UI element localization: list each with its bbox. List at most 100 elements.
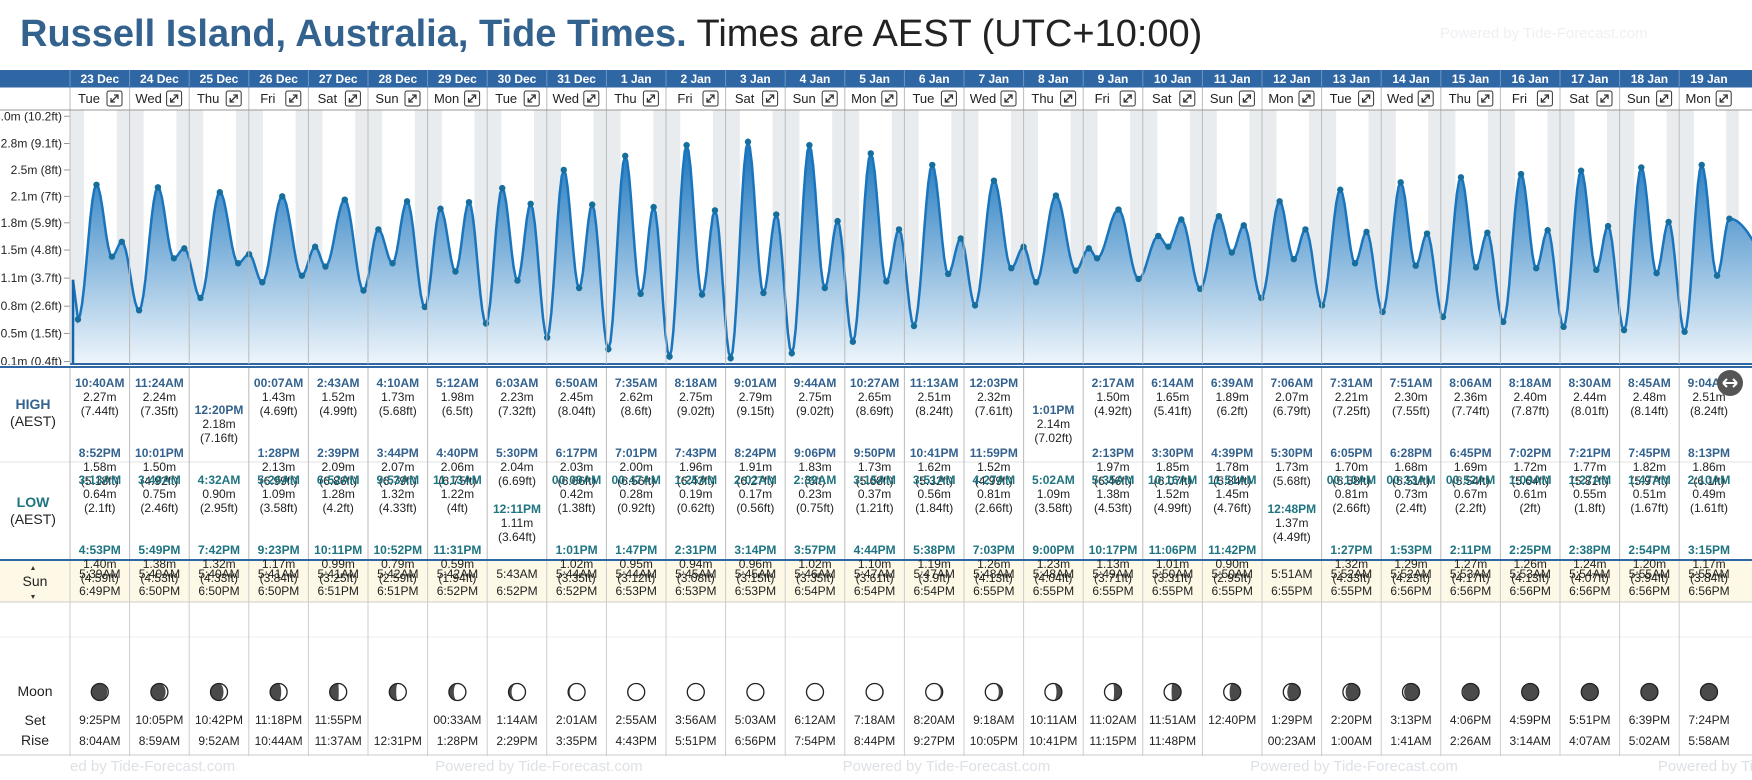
low-tide-height-m: 0.59m: [441, 557, 474, 571]
low-tide-height-m: 0.23m: [798, 487, 831, 501]
tide-area: [73, 141, 1752, 364]
high-tide-time: 4:10AM: [376, 376, 419, 390]
high-tide-time: 6:45PM: [1450, 446, 1492, 460]
high-tide-height-m: 1.73m: [381, 390, 414, 404]
expand-day-button[interactable]: [881, 90, 898, 107]
high-tide-height-ft: (6.07ft): [1154, 474, 1192, 488]
expand-day-button[interactable]: [1298, 90, 1315, 107]
low-tide-point: [1032, 279, 1040, 286]
sunset-time: 6:56PM: [1688, 584, 1729, 598]
high-tide-time: 6:03AM: [496, 376, 539, 390]
expand-icon: [1183, 94, 1192, 103]
expand-day-button[interactable]: [464, 90, 481, 107]
expand-day-button[interactable]: [1119, 90, 1136, 107]
day-column: 12 JanMon7:06AM2.07m(6.79ft)5:30PM1.73m(…: [1261, 70, 1316, 756]
high-tide-time: 6:50AM: [555, 376, 598, 390]
expand-day-button[interactable]: [642, 90, 659, 107]
low-tide-height-ft: (2.4ft): [1395, 501, 1426, 515]
day-date: 19 Jan: [1690, 72, 1727, 86]
high-tide-time: 2:13PM: [1092, 446, 1134, 460]
high-tide-point: [375, 226, 382, 233]
expand-icon: [467, 94, 477, 103]
expand-day-button[interactable]: [166, 90, 183, 107]
moonset-time: 11:18PM: [255, 713, 302, 727]
low-tide-point: [1093, 255, 1101, 262]
expand-day-button[interactable]: [1358, 90, 1375, 107]
expand-icon: [1600, 94, 1609, 103]
expand-day-button[interactable]: [106, 90, 123, 107]
expand-day-button[interactable]: [285, 90, 302, 107]
high-tide-point: [1276, 198, 1283, 205]
low-tide-point: [821, 284, 829, 292]
moon-outline: [686, 682, 705, 702]
expand-icon: [169, 94, 179, 103]
moon-outline: [1163, 682, 1182, 702]
low-tide-height-m: 1.52m: [1156, 487, 1189, 501]
high-tide-height-m: 2.21m: [1335, 390, 1368, 404]
moon-outline: [1103, 682, 1123, 702]
low-tide-height-m: 0.81m: [977, 487, 1010, 501]
moon-phase-icon: [150, 682, 169, 702]
high-tide-point: [711, 207, 719, 214]
low-tide-height-m: 0.61m: [1514, 487, 1547, 501]
high-tide-height-ft: (7.02ft): [1034, 431, 1072, 445]
sunset-time: 6:55PM: [1271, 584, 1312, 598]
day-date: 14 Jan: [1392, 72, 1429, 86]
expand-icon: [348, 94, 358, 103]
moon-lit-area: [569, 683, 586, 701]
moon-lit-area: [925, 683, 941, 701]
high-tide-point: [1337, 186, 1344, 193]
high-tide-height-ft: (5.54ft): [1452, 474, 1490, 488]
expand-day-button[interactable]: [1179, 90, 1196, 107]
expand-day-button[interactable]: [1000, 90, 1017, 107]
low-tide-time: 3:51AM: [913, 473, 956, 487]
expand-icon: [1540, 94, 1550, 103]
moon-lit-area: [1283, 683, 1292, 701]
high-tide-height-ft: (8.69ft): [856, 404, 894, 418]
high-tide-time: 8:18AM: [674, 376, 717, 390]
expand-day-button[interactable]: [344, 90, 361, 107]
expand-day-button[interactable]: [1417, 90, 1434, 107]
footer-watermark: Powered by Tide-Forecast.com: [1250, 758, 1458, 775]
expand-day-button[interactable]: [821, 90, 838, 107]
y-axis: 3.0m (10.2ft) 2.8m (9.1ft) 2.5m (8ft) 2.1m …: [0, 109, 70, 369]
low-tide-height-ft: (3.12ft): [617, 571, 655, 585]
expand-day-button[interactable]: [1536, 90, 1553, 107]
expand-day-button[interactable]: [1238, 90, 1255, 107]
high-tide-height-m: 2.23m: [500, 390, 533, 404]
low-tide-point: [788, 350, 795, 357]
expand-day-button[interactable]: [1715, 90, 1732, 107]
expand-day-button[interactable]: [404, 90, 421, 107]
expand-day-button[interactable]: [1060, 90, 1077, 107]
day-date: 5 Jan: [859, 72, 890, 86]
day-weekday: Tue: [912, 91, 934, 106]
sunset-time: 6:55PM: [1092, 584, 1133, 598]
high-tide-point: [1085, 245, 1093, 252]
low-tide-height-ft: (3.08ft): [677, 571, 715, 585]
high-tide-height-ft: (7.61ft): [975, 404, 1013, 418]
expand-icon: [646, 94, 656, 103]
moonrise-time: 10:44AM: [255, 734, 303, 748]
moonrise-time: 8:04AM: [79, 734, 120, 748]
expand-day-button[interactable]: [702, 90, 719, 107]
expand-day-button[interactable]: [523, 90, 540, 107]
expand-day-button[interactable]: [583, 90, 600, 107]
expand-day-button[interactable]: [1477, 90, 1494, 107]
moon-dark-disc: [150, 683, 168, 701]
high-tide-height-m: 2.09m: [322, 460, 355, 474]
sunrise-time: 5:48AM: [1033, 567, 1074, 581]
high-tide-point: [773, 211, 780, 218]
low-tide-height-m: 0.81m: [1335, 487, 1368, 501]
moon-phase-icon: [209, 682, 229, 702]
expand-day-button[interactable]: [762, 90, 779, 107]
expand-day-button[interactable]: [1656, 90, 1673, 107]
expand-day-button[interactable]: [225, 90, 242, 107]
sunrise-time: 5:43AM: [496, 567, 537, 581]
expand-day-button[interactable]: [940, 90, 957, 107]
expand-icon: [1242, 94, 1252, 103]
moon-lit-area: [1104, 683, 1115, 701]
low-tide-point: [1500, 318, 1507, 326]
tide-table-svg: 3.0m (10.2ft) 2.8m (9.1ft) 2.5m (8ft) 2.1m …: [0, 70, 1752, 756]
high-tide-point: [465, 198, 473, 206]
expand-day-button[interactable]: [1596, 90, 1613, 107]
